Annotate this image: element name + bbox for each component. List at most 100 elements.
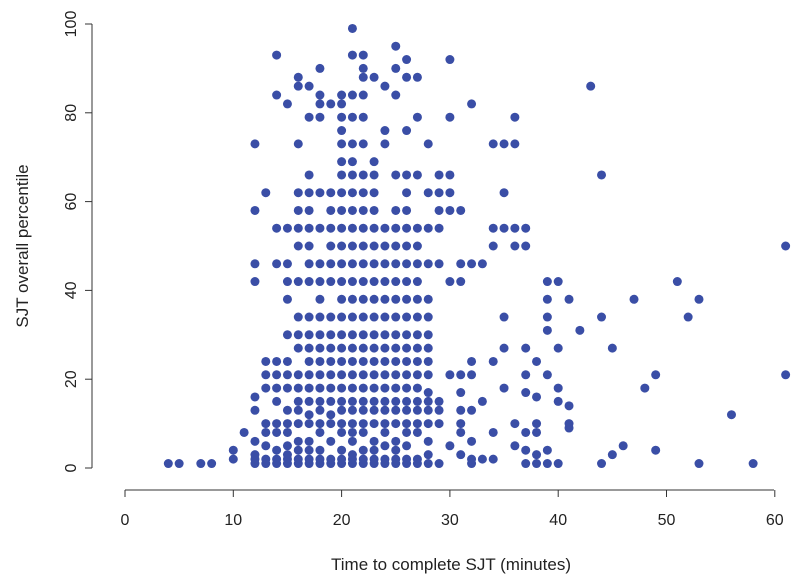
data-point — [358, 50, 368, 60]
data-point — [434, 188, 444, 198]
axes — [91, 24, 774, 491]
data-point — [423, 312, 433, 322]
data-point — [358, 90, 368, 100]
data-point — [467, 405, 477, 415]
data-point — [391, 436, 401, 446]
data-point — [607, 450, 617, 460]
data-point — [380, 241, 390, 251]
data-point — [391, 205, 401, 215]
data-point — [521, 223, 531, 233]
data-point — [369, 454, 379, 464]
data-point — [358, 112, 368, 122]
data-point — [423, 419, 433, 429]
data-point — [521, 241, 531, 251]
data-point — [272, 223, 282, 233]
data-point — [412, 383, 422, 393]
data-point — [282, 427, 292, 437]
data-point — [282, 441, 292, 451]
data-point — [391, 445, 401, 455]
data-point — [250, 259, 260, 269]
data-point — [445, 205, 455, 215]
data-point — [488, 454, 498, 464]
data-point — [261, 454, 271, 464]
data-point — [358, 277, 368, 287]
data-point — [542, 294, 552, 304]
data-point — [402, 312, 412, 322]
data-point — [326, 356, 336, 366]
data-point — [423, 223, 433, 233]
data-point — [434, 170, 444, 180]
data-point — [488, 241, 498, 251]
data-point — [272, 383, 282, 393]
data-point — [380, 405, 390, 415]
data-point — [402, 427, 412, 437]
data-point — [358, 370, 368, 380]
x-axis-title: Time to complete SJT (minutes) — [331, 555, 571, 574]
data-point — [337, 170, 347, 180]
data-point — [434, 396, 444, 406]
data-point — [293, 343, 303, 353]
data-point — [412, 396, 422, 406]
data-point — [326, 419, 336, 429]
data-point — [304, 330, 314, 340]
data-point — [337, 139, 347, 149]
data-point — [315, 405, 325, 415]
y-tick-label: 60 — [63, 193, 80, 211]
data-point — [261, 419, 271, 429]
data-point — [380, 370, 390, 380]
data-point — [391, 223, 401, 233]
data-point — [597, 312, 607, 322]
data-point — [597, 459, 607, 469]
data-point — [315, 63, 325, 73]
data-point — [315, 312, 325, 322]
data-point — [261, 383, 271, 393]
data-point — [391, 277, 401, 287]
data-point — [293, 312, 303, 322]
data-point — [174, 459, 184, 469]
data-point — [683, 312, 693, 322]
data-point — [369, 405, 379, 415]
data-point — [391, 396, 401, 406]
data-point — [423, 450, 433, 460]
data-point — [423, 188, 433, 198]
data-point — [326, 241, 336, 251]
data-point — [293, 419, 303, 429]
data-point — [423, 294, 433, 304]
data-point — [272, 50, 282, 60]
data-point — [347, 157, 357, 167]
data-point — [304, 419, 314, 429]
data-point — [358, 419, 368, 429]
data-point — [467, 259, 477, 269]
data-point — [521, 445, 531, 455]
data-point — [337, 99, 347, 109]
data-point — [369, 188, 379, 198]
data-point — [499, 383, 509, 393]
data-point — [467, 370, 477, 380]
data-point — [391, 454, 401, 464]
data-point — [402, 396, 412, 406]
data-point — [347, 405, 357, 415]
data-point — [293, 81, 303, 91]
data-point — [380, 419, 390, 429]
data-point — [207, 459, 217, 469]
data-point — [564, 294, 574, 304]
data-point — [250, 392, 260, 402]
x-tick-label: 20 — [333, 512, 351, 529]
data-point — [358, 343, 368, 353]
data-point — [651, 370, 661, 380]
data-point — [402, 441, 412, 451]
data-point — [261, 441, 271, 451]
data-point — [726, 410, 736, 420]
data-point — [347, 259, 357, 269]
data-point — [272, 396, 282, 406]
data-point — [337, 370, 347, 380]
data-point — [423, 396, 433, 406]
data-point — [337, 343, 347, 353]
x-tick-label: 50 — [658, 512, 676, 529]
data-point — [477, 259, 487, 269]
data-point — [347, 370, 357, 380]
data-point — [315, 356, 325, 366]
data-point — [553, 277, 563, 287]
data-points — [163, 23, 791, 469]
data-point — [542, 445, 552, 455]
